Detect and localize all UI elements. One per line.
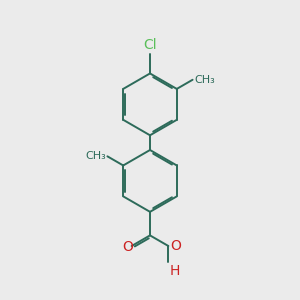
Text: CH₃: CH₃ (85, 151, 106, 161)
Text: O: O (171, 239, 182, 253)
Text: Cl: Cl (143, 38, 157, 52)
Text: H: H (170, 264, 180, 278)
Text: O: O (122, 241, 133, 254)
Text: CH₃: CH₃ (194, 75, 215, 85)
